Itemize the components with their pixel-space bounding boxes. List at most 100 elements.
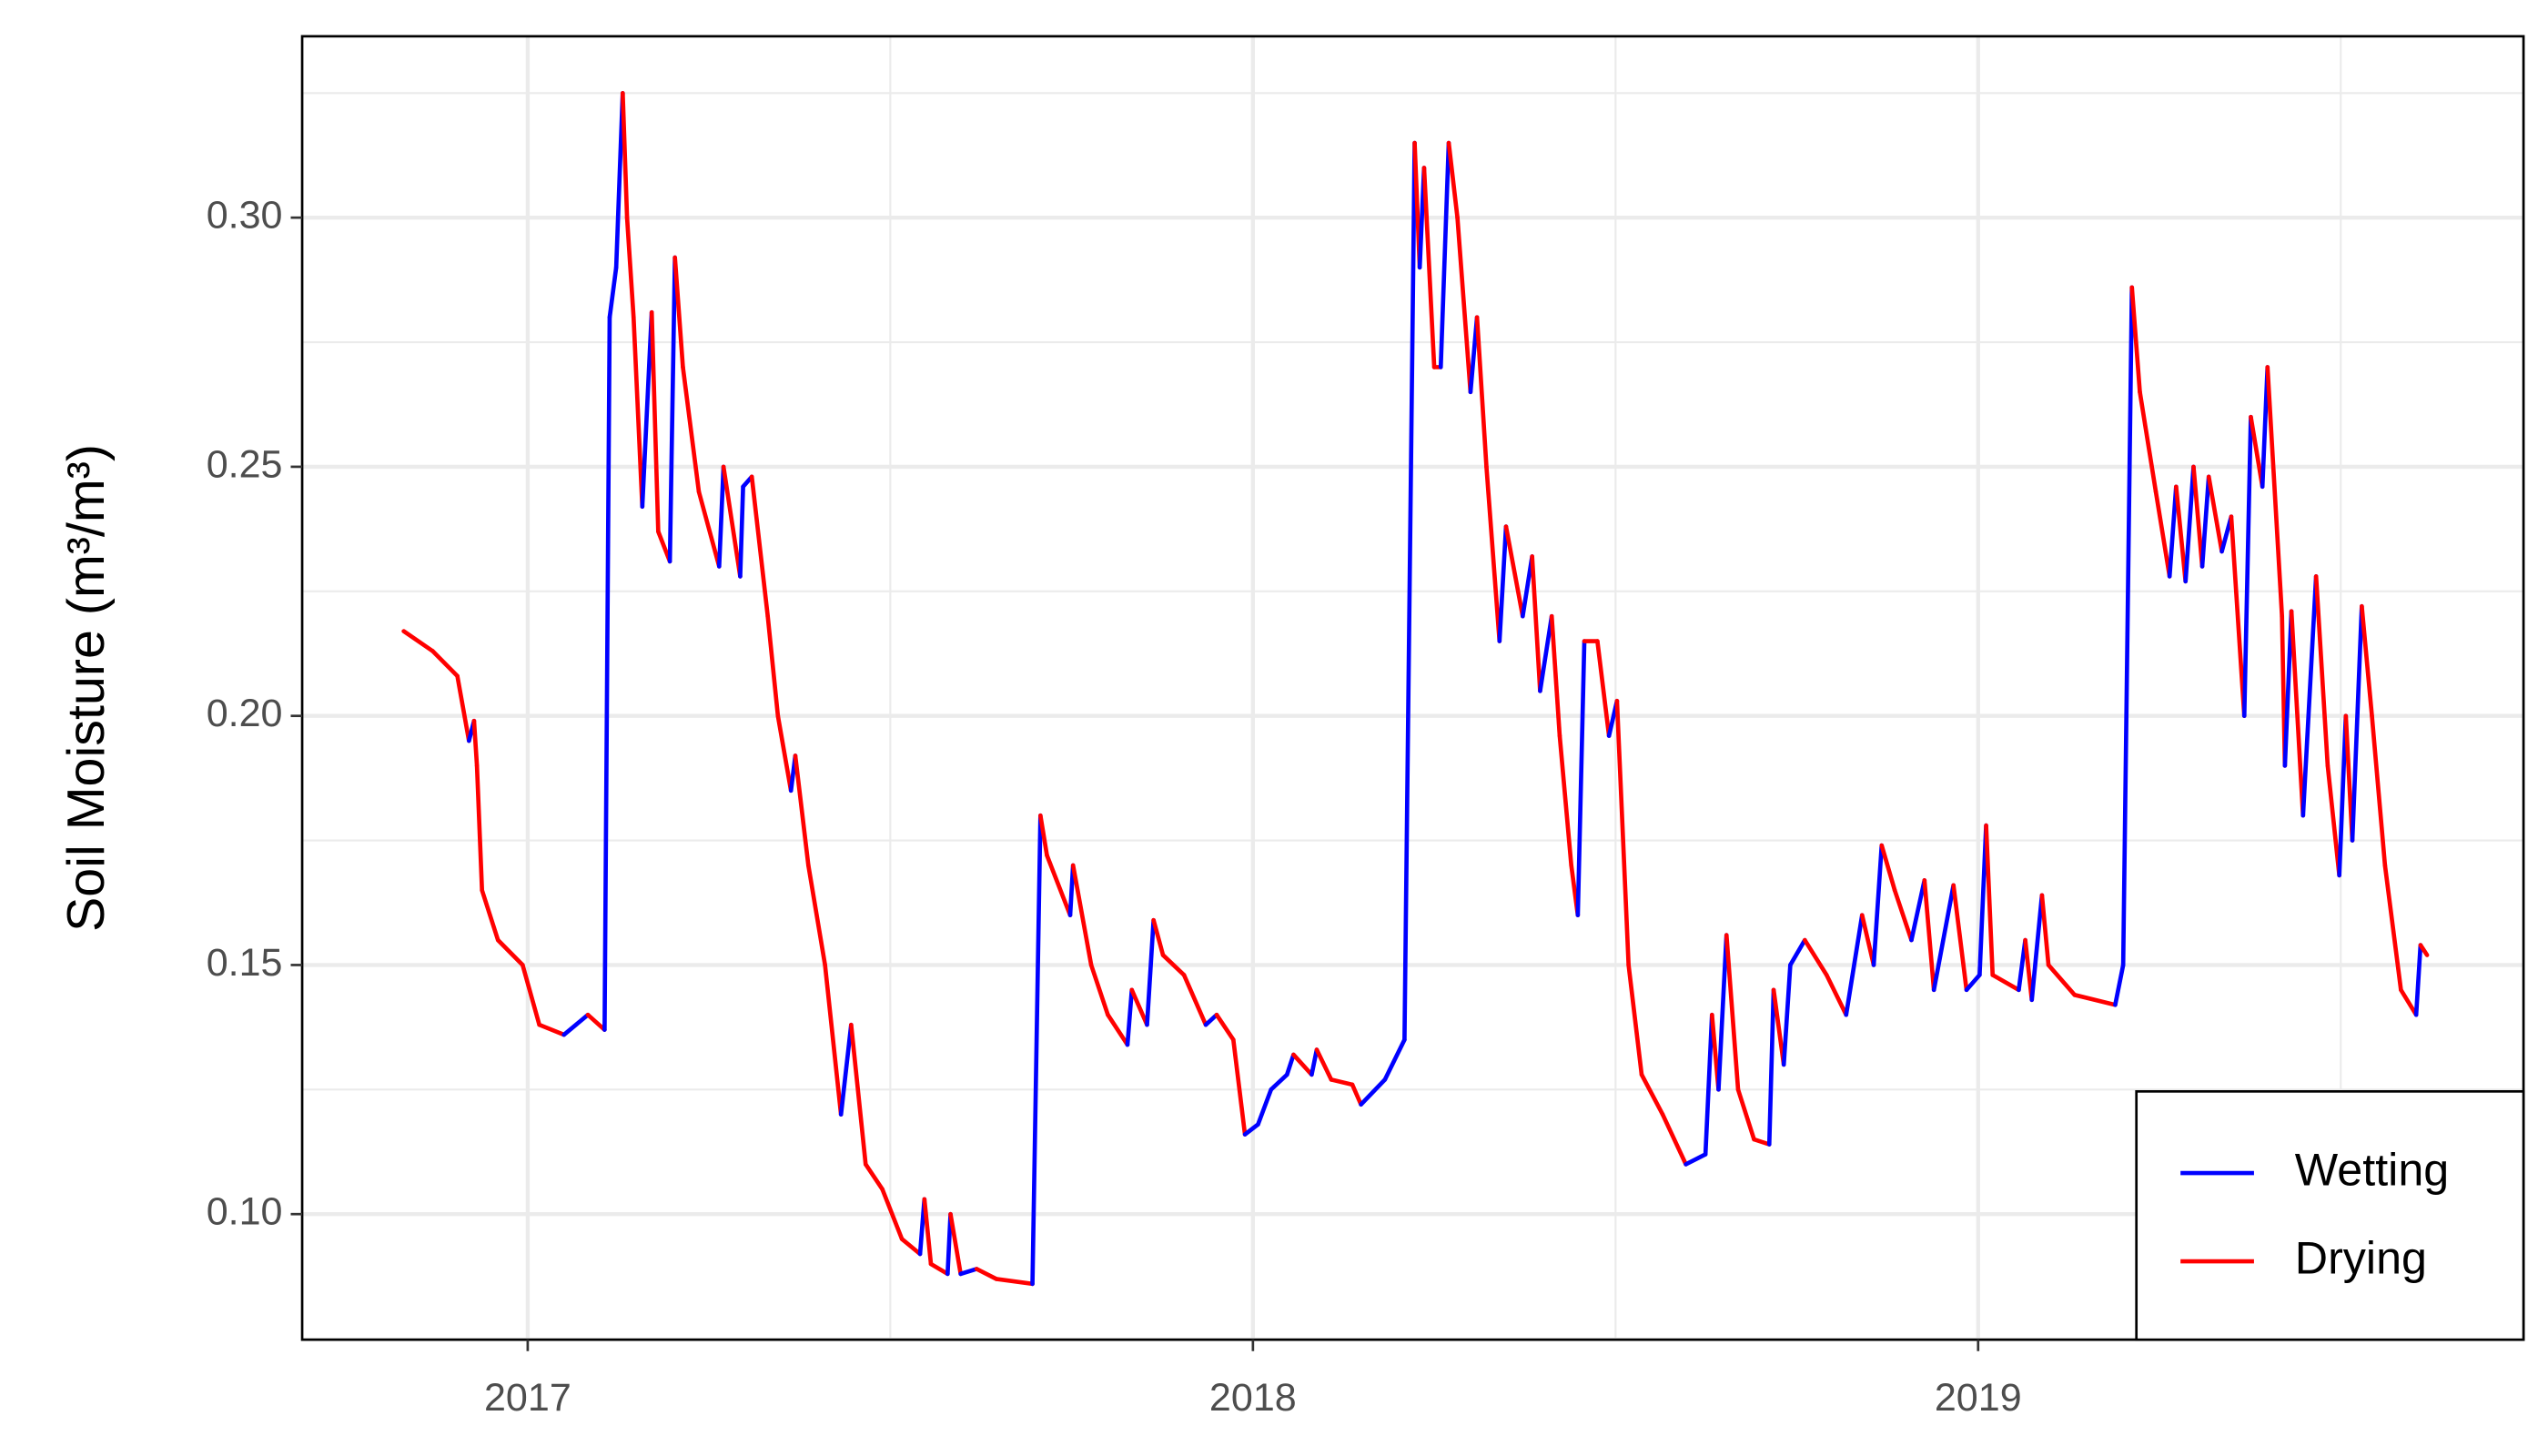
drying-segment [1824,973,1849,1017]
drying-segment [631,315,645,510]
wetting-segment [1269,1072,1289,1092]
drying-segment [681,365,702,494]
drying-segment [1660,1112,1688,1167]
drying-segment [805,863,827,967]
drying-segment [974,1267,999,1281]
wetting-segment [2241,414,2253,719]
wetting-segment [1242,1122,1260,1137]
x-tick-label: 2017 [484,1376,571,1420]
drying-segment [1735,1087,1756,1142]
drying-segment [1070,863,1094,967]
drying-segment [2289,609,2306,818]
drying-segment [948,1211,964,1277]
legend-label: Drying [2295,1232,2427,1283]
drying-segment [2370,713,2388,868]
wetting-segment [716,464,726,569]
drying-segment [430,649,460,679]
wetting-segment [945,1211,953,1277]
drying-segment [1446,140,1460,220]
drying-segment [1455,215,1473,395]
drying-segment [1859,913,1876,967]
drying-segment [1230,1037,1248,1137]
drying-segment [1530,554,1542,693]
drying-segment [471,718,480,768]
drying-segment [1181,973,1208,1027]
wetting-segment [2029,893,2045,1003]
drying-segment [495,937,525,967]
wetting-segment [958,1267,979,1277]
legend-box [2135,1090,2525,1341]
wetting-segment [1359,1077,1388,1107]
drying-segment [585,1012,607,1032]
wetting-segment [1684,1152,1708,1167]
drying-segment [1990,973,2021,993]
y-tick-label: 0.25 [207,442,283,486]
y-tick-label: 0.30 [207,194,283,238]
wetting-segment [1402,140,1417,1042]
drying-segment [2072,992,2118,1007]
drying-segment [1595,639,1612,738]
drying-segment [1474,315,1489,470]
drying-segment [2265,365,2285,619]
drying-segment [1038,813,1049,858]
drying-segment [1879,843,1897,893]
drying-segment [1549,613,1562,738]
wetting-segment [838,1022,854,1117]
wetting-segment [2300,574,2319,818]
drying-segment [922,1197,934,1267]
drying-segment [2325,763,2341,878]
wetting-segment [602,315,612,1032]
drying-segment [480,887,500,943]
drying-segment [863,1162,885,1192]
wetting-segment [1256,1087,1274,1127]
drying-segment [1771,987,1786,1067]
drying-segment [1129,987,1149,1027]
drying-segment [649,309,661,534]
drying-segment [1614,698,1631,967]
wetting-segment [1716,933,1729,1092]
drying-segment [765,613,781,719]
wetting-segment [1520,554,1534,619]
wetting-segment [2337,713,2349,878]
legend-label: Wetting [2295,1144,2449,1195]
drying-segment [1088,963,1110,1017]
drying-segment [1350,1082,1363,1107]
drying-segment [455,673,471,743]
wetting-segment [607,265,619,320]
drying-segment [2399,987,2419,1017]
legend: Wetting Drying [2135,1090,2525,1341]
drying-segment [2153,489,2172,579]
drying-segment [1984,823,1996,977]
wetting-segment [2183,464,2196,584]
wetting-segment [1309,1047,1320,1077]
drying-segment [823,963,844,1117]
wetting-segment [1931,883,1956,993]
wetting-segment [1438,140,1451,369]
wetting-segment [1145,917,1156,1027]
drying-segment [696,489,722,569]
wetting-segment [1538,613,1554,693]
drying-segment [537,1022,567,1037]
drying-segment [1421,166,1437,369]
drying-segment [2129,285,2142,395]
wetting-segment [1125,987,1135,1047]
wetting-segment [2199,474,2211,569]
drying-segment [624,215,636,320]
drying-segment [474,763,485,893]
drying-segment [2360,603,2374,719]
drying-segment [793,753,811,868]
wetting-segment [1788,937,1807,967]
drying-segment [1922,878,1936,993]
wetting-segment [738,484,745,579]
drying-segment [1892,887,1914,943]
drying-segment [1160,953,1187,977]
drying-segment [520,963,541,1027]
drying-segment [2382,863,2403,993]
drying-segment [1484,464,1502,643]
drying-segment [2046,963,2078,997]
drying-segment [928,1261,950,1277]
drying-segment [2039,893,2051,967]
drying-segment [1214,1012,1236,1042]
wetting-segment [2282,609,2294,768]
